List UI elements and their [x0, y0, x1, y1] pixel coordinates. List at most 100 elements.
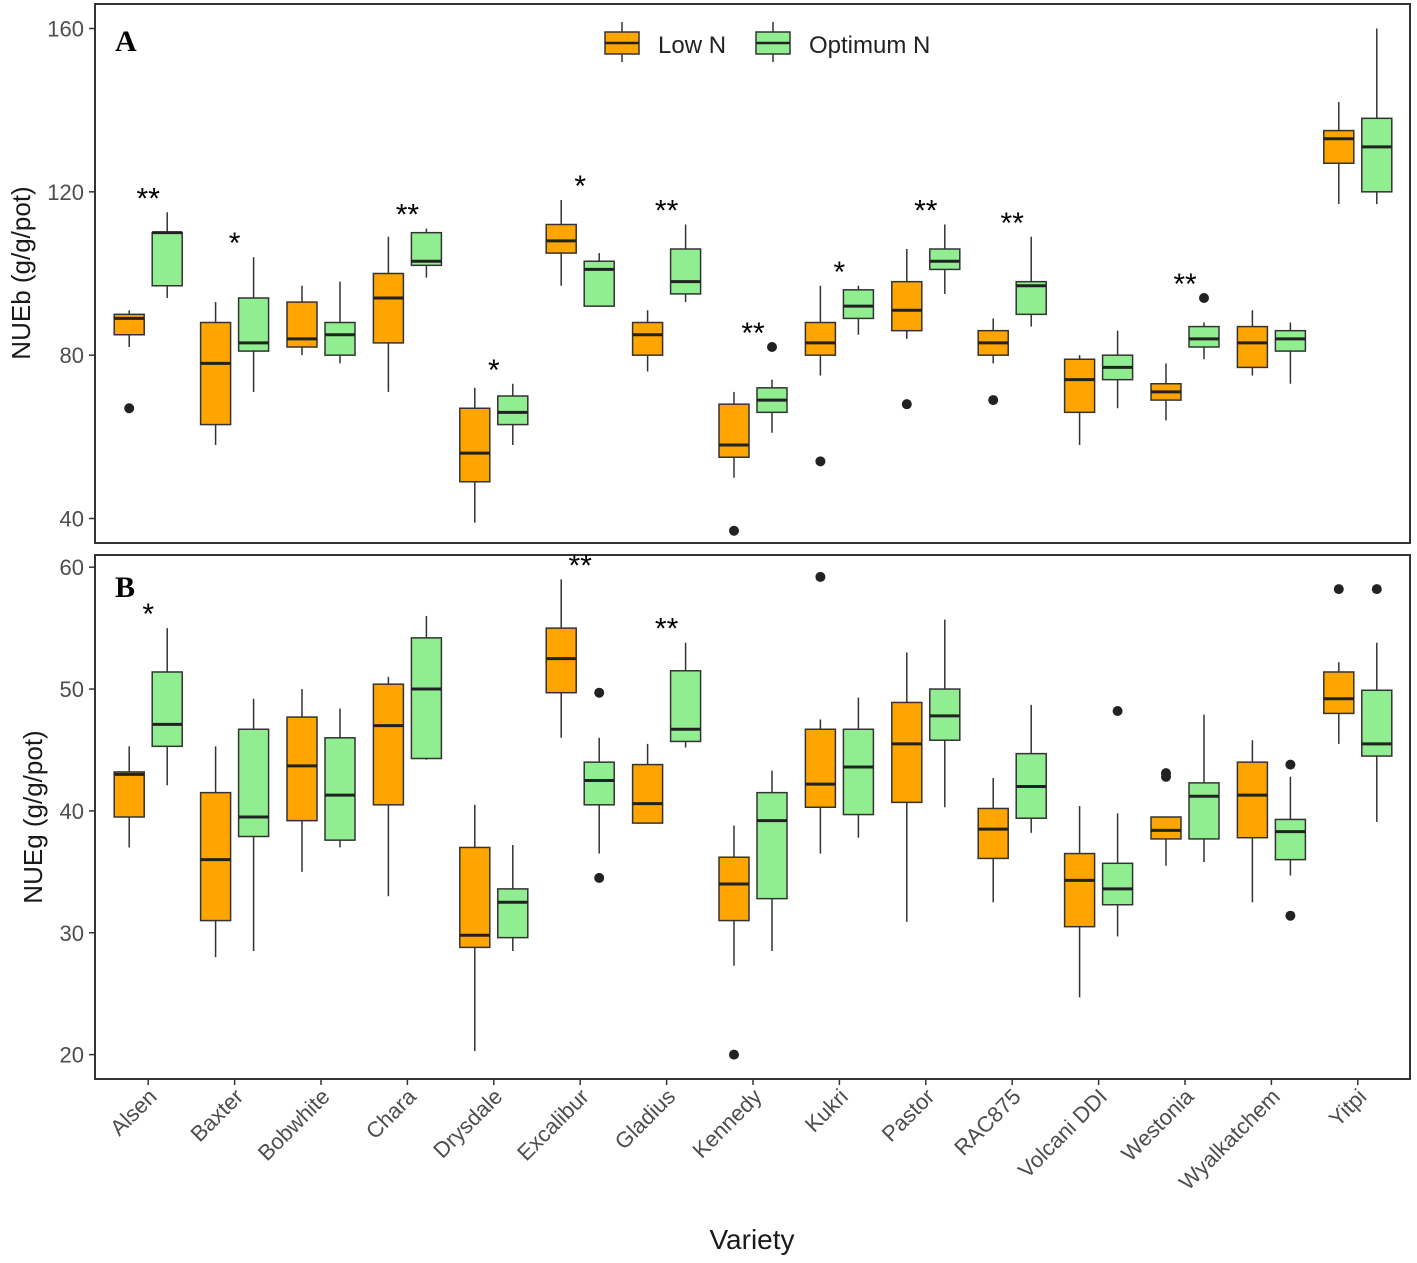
panel-b-gladius-optimum-n-box — [669, 642, 702, 748]
panel-a-y-axis: 40 80 120 160 — [47, 17, 95, 532]
panel-b-gladius-optimum-n-iqr — [669, 670, 702, 743]
panel-a-bobwhite-optimum-n-iqr — [324, 321, 356, 356]
legend-item-low-n: Low N — [604, 22, 726, 62]
panel-a-kukri-low-n-outlier-0 — [815, 456, 826, 467]
panel-a-kukri-low-n-box — [804, 285, 837, 467]
panel-a-ytick-label-40: 40 — [60, 507, 84, 532]
panel-b-y-axis: 20 30 40 50 60 — [60, 555, 95, 1068]
panel-a-drysdale-low-n-iqr — [459, 407, 491, 483]
panel-a-drysdale-optimum-n-box — [497, 383, 529, 445]
panel-a-kukri-optimum-n-box — [842, 285, 875, 335]
panel-b-kennedy-low-n-outlier-0 — [729, 1049, 739, 1060]
panel-a-sig-chara: ** — [396, 199, 420, 232]
panel-a-sig-gladius: ** — [655, 195, 679, 228]
panel-b-pastor-optimum-n-box — [929, 619, 961, 808]
panel-a-gladius-optimum-n-box — [669, 224, 702, 303]
panel-a-westonia-optimum-n-outlier-0 — [1199, 293, 1209, 303]
panel-b-volcani-ddi-low-n-box — [1063, 806, 1096, 998]
panel-a-kennedy-optimum-n-box — [756, 342, 788, 433]
panel-b-rac875-low-n-box — [977, 778, 1009, 903]
panel-b-ytick-label-50: 50 — [60, 677, 84, 702]
panel-b-excalibur-optimum-n-outlier-1 — [594, 687, 605, 698]
panel-b-baxter-low-n-iqr — [199, 791, 232, 922]
panel-a-kennedy-optimum-n-outlier-0 — [767, 342, 777, 352]
panel-a-volcani-ddi-optimum-n-box — [1101, 330, 1134, 409]
panel-a-sig-kukri: * — [834, 256, 846, 289]
legend-low-n-label: Low N — [658, 32, 726, 59]
panel-b-yitpi-low-n-iqr — [1323, 671, 1355, 715]
panel-a-ytick-label-160: 160 — [47, 17, 84, 42]
x-tick-label-gladius: Gladius — [610, 1084, 680, 1154]
panel-a-wyalkatchem-optimum-n-iqr — [1274, 329, 1307, 352]
panel-a-volcani-ddi-low-n-box — [1063, 355, 1096, 445]
x-tick-label-volcani-ddi: Volcani DDI — [1013, 1084, 1112, 1183]
panel-b-bobwhite-optimum-n-box — [324, 708, 356, 848]
panel-b-excalibur-optimum-n-iqr — [583, 761, 615, 806]
panel-a-pastor-optimum-n-iqr — [929, 248, 961, 271]
x-axis: Alsen Baxter Bobwhite Chara Drysdale Excalibu… — [105, 1079, 1371, 1195]
panel-b-westonia-low-n-outlier-1 — [1161, 768, 1171, 779]
panel-b-excalibur-low-n-iqr — [545, 627, 577, 694]
panel-b-bobwhite-low-n-box — [286, 689, 318, 872]
panel-a-sig-alsen: ** — [137, 182, 161, 215]
panel-a-bobwhite-optimum-n-box — [324, 281, 356, 364]
panel-a-drysdale-optimum-n-iqr — [497, 395, 529, 426]
x-tick-label-yitpi: Yitpi — [1324, 1084, 1371, 1131]
panel-b-bobwhite-optimum-n-iqr — [324, 737, 356, 841]
panel-b-volcani-ddi-low-n-iqr — [1063, 852, 1096, 928]
panel-b-excalibur-optimum-n-box — [583, 687, 615, 883]
panel-a-alsen-low-n-outlier-0 — [124, 403, 135, 414]
panel-a-rac875-low-n-box — [977, 318, 1009, 406]
panel-a-yitpi-optimum-n-box — [1361, 28, 1393, 205]
panel-b-wyalkatchem-low-n-iqr — [1236, 761, 1269, 839]
x-tick-label-westonia: Westonia — [1116, 1083, 1199, 1166]
panel-b-gladius-low-n-iqr — [631, 763, 664, 824]
panel-b-volcani-ddi-optimum-n-outlier-0 — [1112, 705, 1123, 716]
panel-a-sig-baxter: * — [229, 227, 241, 260]
panel-a-baxter-optimum-n-box — [237, 257, 270, 392]
x-tick-label-bobwhite: Bobwhite — [253, 1084, 335, 1166]
panel-b-kukri-low-n-outlier-0 — [815, 571, 826, 582]
panel-b-wyalkatchem-low-n-box — [1236, 740, 1269, 903]
panel-a-drysdale-low-n-box — [459, 387, 491, 523]
panel-a-chara-optimum-n-box — [410, 228, 443, 278]
panel-a-chara-low-n-box — [372, 236, 405, 392]
panel-b-kukri-low-n-box — [804, 571, 837, 854]
panel-a-yitpi-low-n-iqr — [1323, 129, 1355, 164]
panel-b-westonia-low-n-iqr — [1150, 816, 1182, 840]
panel-a-significance: ************** **** — [137, 170, 1197, 387]
panel-b-alsen-optimum-n-box — [151, 628, 183, 786]
panel-b-chara-optimum-n-box — [410, 615, 443, 760]
panel-a-gladius-low-n-iqr — [631, 321, 664, 356]
panel-a-westonia-optimum-n-box — [1188, 293, 1220, 360]
panel-a-y-title: NUEb (g/g/pot) — [6, 186, 36, 359]
panel-b-wyalkatchem-optimum-n-box — [1274, 759, 1307, 921]
x-tick-label-pastor: Pastor — [877, 1084, 940, 1147]
panel-a-sig-drysdale: * — [488, 354, 500, 387]
panel-a-sig-excalibur: * — [574, 170, 586, 203]
panel-a-kennedy-low-n-outlier-0 — [729, 525, 739, 536]
panel-b-kukri-low-n-iqr — [804, 728, 837, 809]
panel-b-kennedy-low-n-box — [718, 825, 750, 1060]
panel-b-ytick-label-40: 40 — [60, 799, 84, 824]
panel-b-pastor-low-n-iqr — [891, 701, 923, 804]
panel-a-rac875-optimum-n-box — [1015, 236, 1047, 327]
x-tick-label-excalibur: Excalibur — [512, 1084, 594, 1166]
panel-b-chara-optimum-n-iqr — [410, 637, 443, 760]
x-tick-label-chara: Chara — [361, 1083, 422, 1144]
panel-a-alsen-low-n-box — [113, 310, 145, 414]
x-tick-label-kennedy: Kennedy — [687, 1084, 766, 1163]
panel-b-ytick-label-60: 60 — [60, 555, 84, 580]
x-tick-label-rac875: RAC875 — [949, 1084, 1025, 1160]
panel-a-rac875-low-n-outlier-0 — [988, 395, 999, 406]
panel-b-westonia-optimum-n-box — [1188, 714, 1220, 863]
panel-b-baxter-optimum-n-iqr — [237, 728, 270, 838]
panel-b-ytick-label-30: 30 — [60, 921, 84, 946]
panel-a-yitpi-optimum-n-iqr — [1361, 117, 1393, 193]
panel-b-gladius-low-n-box — [631, 743, 664, 824]
panel-b-baxter-optimum-n-box — [237, 698, 270, 952]
panel-a-sig-rac875: ** — [1001, 207, 1025, 240]
panel-a-kennedy-low-n-box — [718, 391, 750, 536]
